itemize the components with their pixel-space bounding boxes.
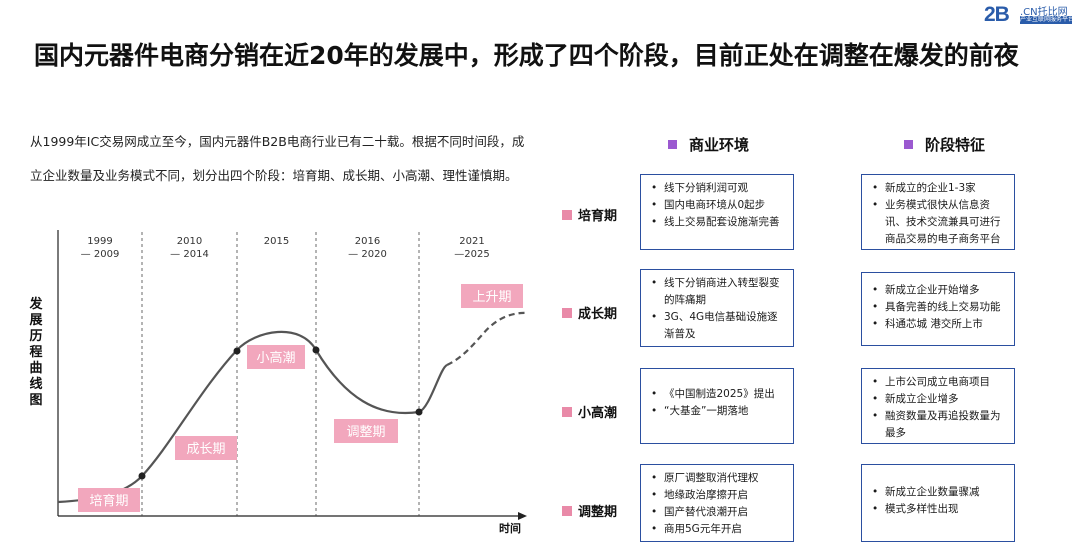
list-item: 国内电商环境从0起步: [651, 197, 785, 214]
brand-logo: 2B .CN托比网 产业互联网服务平台: [984, 3, 1076, 26]
intro-paragraph: 从1999年IC交易网成立至今，国内元器件B2B电商行业已有二十载。根据不同时间…: [30, 134, 525, 183]
period-label: 2021 —2025: [454, 236, 489, 260]
list-item: 线下分销商进入转型裂变的阵痛期: [651, 275, 785, 309]
phase-tag-bg: [334, 419, 398, 443]
phase-tag-label: 培育期: [89, 493, 128, 509]
purple-square-icon: [668, 140, 677, 149]
column-header-feat-label: 阶段特征: [925, 136, 986, 154]
list-item: 线下分销利润可观: [651, 180, 785, 197]
period-label: 1999— 2009: [81, 236, 120, 260]
list-item: 新成立企业开始增多: [872, 282, 1006, 299]
phase-tag-label: 调整期: [346, 425, 385, 440]
curve-point: [415, 408, 423, 416]
pink-square-icon: [562, 505, 572, 516]
stage-label-text: 小高潮: [578, 406, 618, 421]
purple-square-icon: [904, 140, 913, 149]
pink-square-icon: [562, 406, 572, 417]
stage-label-2: 成长期: [562, 303, 617, 322]
list-item: 具备完善的线上交易功能: [872, 299, 1006, 316]
stage-label-1: 培育期: [562, 205, 617, 224]
list-item: 新成立企业数量骤减: [872, 484, 1006, 501]
development-curve-forecast: [446, 311, 529, 366]
phase-tag-bg: [247, 345, 305, 369]
list-item: 原厂调整取消代理权: [651, 470, 785, 487]
stage-label-4: 调整期: [562, 501, 617, 520]
logo-main-text: 2B: [984, 3, 1010, 26]
page-title: 国内元器件电商分销在近20年的发展中，形成了四个阶段，目前正处在调整在爆发的前夜: [34, 41, 1019, 70]
phase-tag-bg: [461, 284, 523, 308]
list-item: 新成立的企业1-3家: [872, 180, 1006, 197]
x-axis-arrow-icon: [518, 512, 527, 520]
curve-point: [233, 347, 241, 355]
pink-square-icon: [562, 209, 572, 220]
feat-box-2: 新成立企业开始增多 具备完善的线上交易功能 科通芯城 港交所上市: [861, 272, 1015, 346]
stage-label-text: 成长期: [578, 307, 618, 322]
period-label: 2015: [264, 236, 289, 247]
curve-point: [138, 472, 146, 480]
phase-tag-bg: [175, 436, 237, 460]
logo-sub-text: 产业互联网服务平台: [1020, 16, 1072, 24]
list-item: 3G、4G电信基础设施逐渐普及: [651, 309, 785, 343]
stage-label-3: 小高潮: [562, 402, 617, 421]
column-header-feat: 阶段特征: [904, 134, 985, 155]
list-item: 商用5G元年开启: [651, 521, 785, 538]
list-item: 模式多样性出现: [872, 501, 1006, 518]
phase-tag-bg: [78, 488, 140, 512]
pink-square-icon: [562, 307, 572, 318]
phase-tag-label: 上升期: [472, 290, 511, 305]
env-box-1: 线下分销利润可观 国内电商环境从0起步 线上交易配套设施渐完善: [640, 174, 794, 250]
list-item: 业务模式很快从信息资讯、技术交流兼具可进行商品交易的电子商务平台: [872, 197, 1006, 248]
list-item: 融资数量及再追投数量为最多: [872, 408, 1006, 442]
column-header-env-label: 商业环境: [689, 136, 750, 154]
x-axis-label: 时间: [499, 521, 521, 535]
stage-label-text: 培育期: [578, 209, 618, 224]
period-label: 2010— 2014: [170, 236, 209, 260]
env-box-2: 线下分销商进入转型裂变的阵痛期 3G、4G电信基础设施逐渐普及: [640, 269, 794, 347]
env-box-4: 原厂调整取消代理权 地缘政治摩擦开启 国产替代浪潮开启 商用5G元年开启: [640, 464, 794, 542]
feat-box-3: 上市公司成立电商项目 新成立企业增多 融资数量及再追投数量为最多: [861, 368, 1015, 444]
env-box-3: 《中国制造2025》提出 “大基金”一期落地: [640, 368, 794, 444]
period-label: 2016— 2020: [348, 236, 387, 260]
development-curve-chart: 1999— 2009 2010— 2014 2015 2016— 2020 2021 —2…: [28, 230, 529, 535]
feat-box-4: 新成立企业数量骤减 模式多样性出现: [861, 464, 1015, 542]
list-item: 国产替代浪潮开启: [651, 504, 785, 521]
curve-point: [312, 346, 320, 354]
list-item: “大基金”一期落地: [651, 403, 785, 420]
list-item: 线上交易配套设施渐完善: [651, 214, 785, 231]
list-item: 《中国制造2025》提出: [651, 386, 785, 403]
list-item: 新成立企业增多: [872, 391, 1006, 408]
y-axis-label: 发展历程曲线图: [28, 296, 43, 408]
phase-tag-label: 成长期: [186, 442, 225, 457]
feat-box-1: 新成立的企业1-3家 业务模式很快从信息资讯、技术交流兼具可进行商品交易的电子商…: [861, 174, 1015, 250]
stage-label-text: 调整期: [578, 505, 618, 520]
list-item: 上市公司成立电商项目: [872, 374, 1006, 391]
list-item: 地缘政治摩擦开启: [651, 487, 785, 504]
phase-tag-label: 小高潮: [256, 350, 295, 366]
logo-cn-text: .CN托比网: [1020, 7, 1068, 18]
column-header-env: 商业环境: [668, 134, 749, 155]
list-item: 科通芯城 港交所上市: [872, 316, 1006, 333]
